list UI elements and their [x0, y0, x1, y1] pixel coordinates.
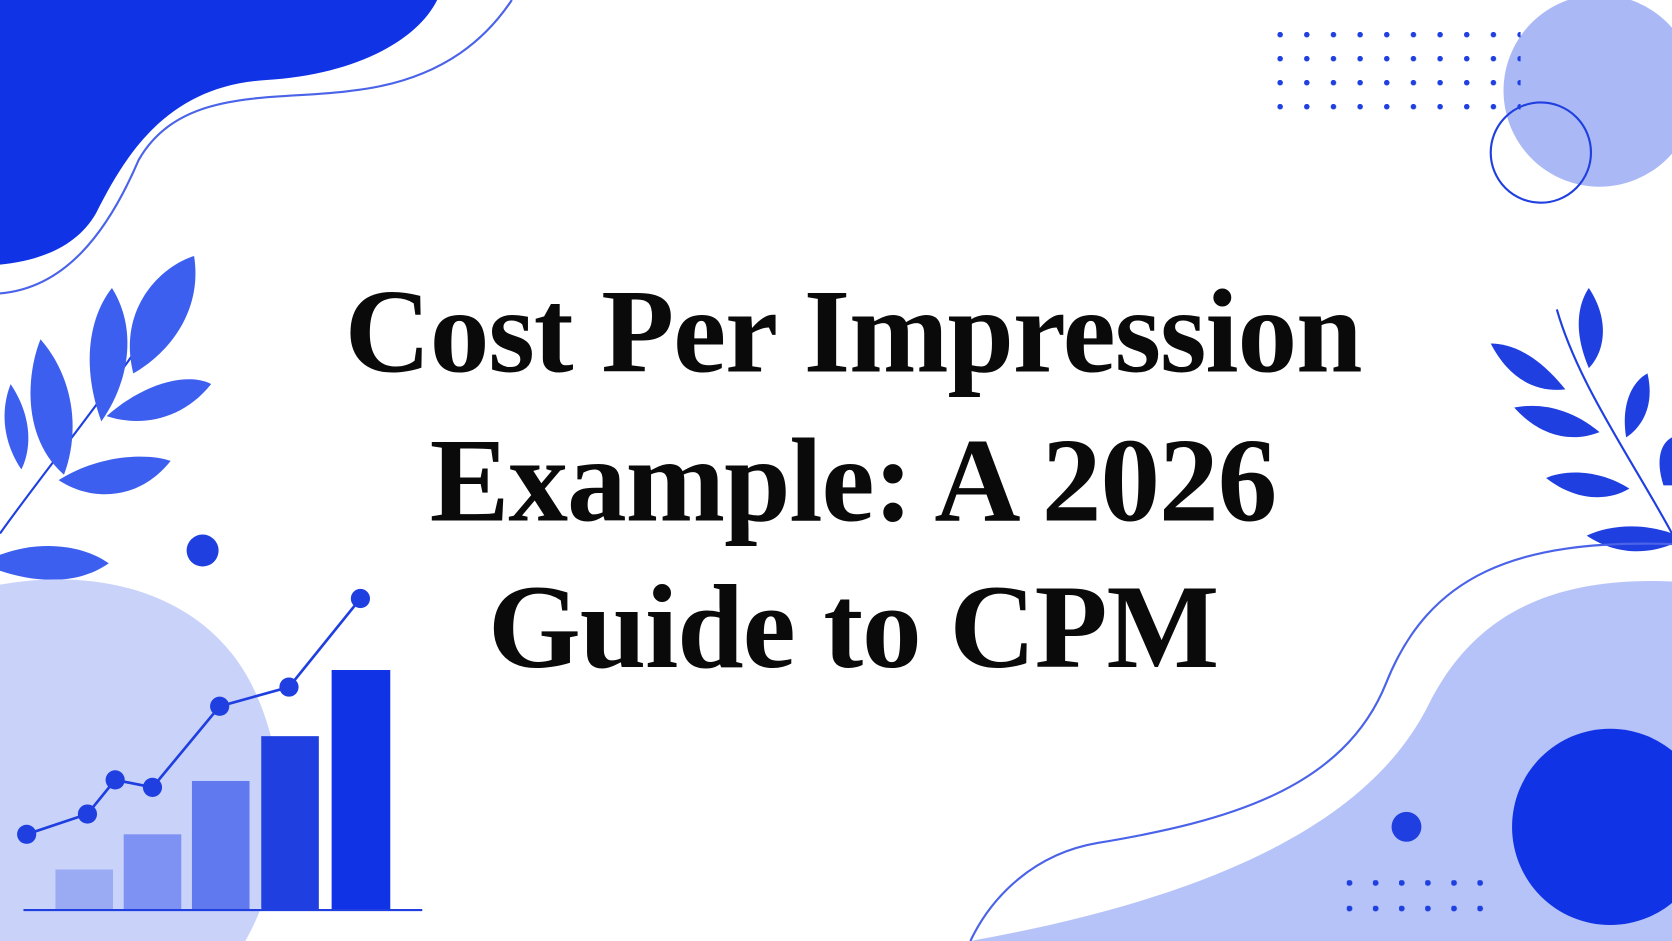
leaves-left — [0, 256, 212, 580]
blob — [970, 581, 1672, 941]
blob — [0, 0, 438, 265]
title-line: Guide to CPM — [488, 561, 1218, 693]
dot — [186, 534, 219, 567]
ring — [1489, 101, 1593, 204]
curve — [0, 0, 513, 295]
title-line: Cost Per Impression — [345, 265, 1362, 397]
circle — [1512, 728, 1672, 925]
title-line: Example: A 2026 — [430, 415, 1277, 547]
curve — [969, 542, 1672, 941]
decorative-chart — [17, 588, 423, 912]
circle — [1503, 0, 1672, 187]
leaves-right — [1490, 288, 1672, 552]
dot — [1391, 811, 1422, 842]
dot-grid — [1275, 29, 1521, 111]
dot-grid — [1344, 878, 1484, 915]
